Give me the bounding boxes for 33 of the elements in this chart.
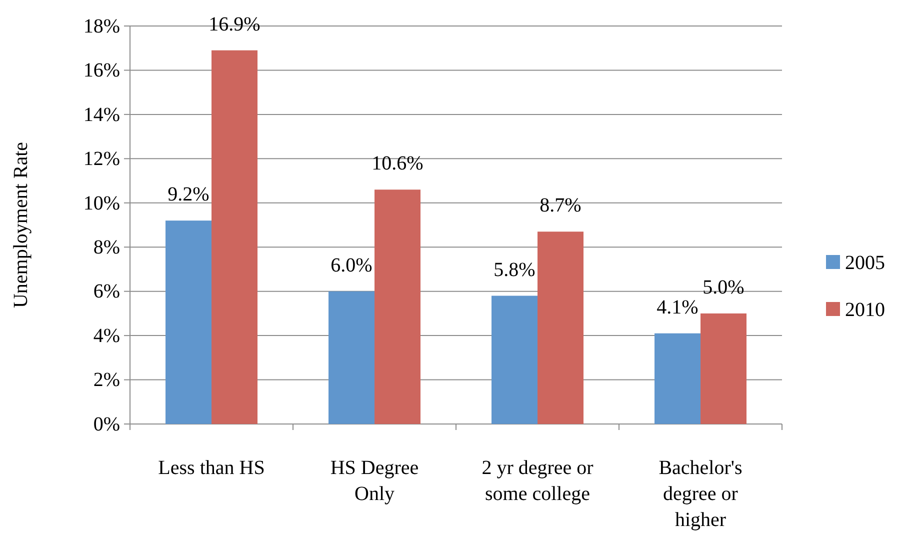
y-tick-label: 18%: [83, 15, 120, 38]
bar: [654, 333, 700, 424]
bar: [328, 291, 374, 424]
bar: [374, 190, 420, 424]
x-tick-label: Bachelor's degree or higher: [658, 457, 742, 531]
x-tick-label: HS Degree Only: [330, 457, 419, 505]
bar: [538, 232, 584, 424]
x-tick-label: 2 yr degree or some college: [482, 457, 594, 505]
legend-label: 2010: [845, 299, 885, 321]
data-label: 8.7%: [540, 194, 582, 217]
data-label: 5.8%: [494, 258, 536, 281]
x-tick-label: Less than HS: [158, 457, 265, 479]
bar: [212, 50, 258, 424]
y-axis-title: Unemployment Rate: [10, 142, 32, 308]
bar: [700, 313, 746, 424]
data-label: 9.2%: [168, 184, 210, 206]
y-tick-label: 8%: [93, 236, 120, 259]
y-tick-label: 0%: [93, 413, 120, 436]
y-tick-label: 6%: [93, 280, 120, 303]
y-tick-label: 2%: [93, 369, 120, 392]
bar: [492, 296, 538, 424]
y-tick-label: 16%: [83, 60, 120, 82]
y-tick-label: 4%: [93, 324, 120, 347]
y-tick-label: 12%: [83, 148, 120, 170]
bar: [166, 220, 212, 424]
data-label: 16.9%: [208, 13, 260, 36]
data-label: 5.0%: [702, 276, 744, 298]
data-label: 6.0%: [330, 254, 372, 276]
legend-label: 2005: [845, 252, 885, 274]
data-label: 4.1%: [656, 296, 698, 318]
y-tick-label: 10%: [83, 192, 120, 214]
y-tick-label: 14%: [83, 104, 120, 126]
data-label: 10.6%: [372, 152, 424, 175]
